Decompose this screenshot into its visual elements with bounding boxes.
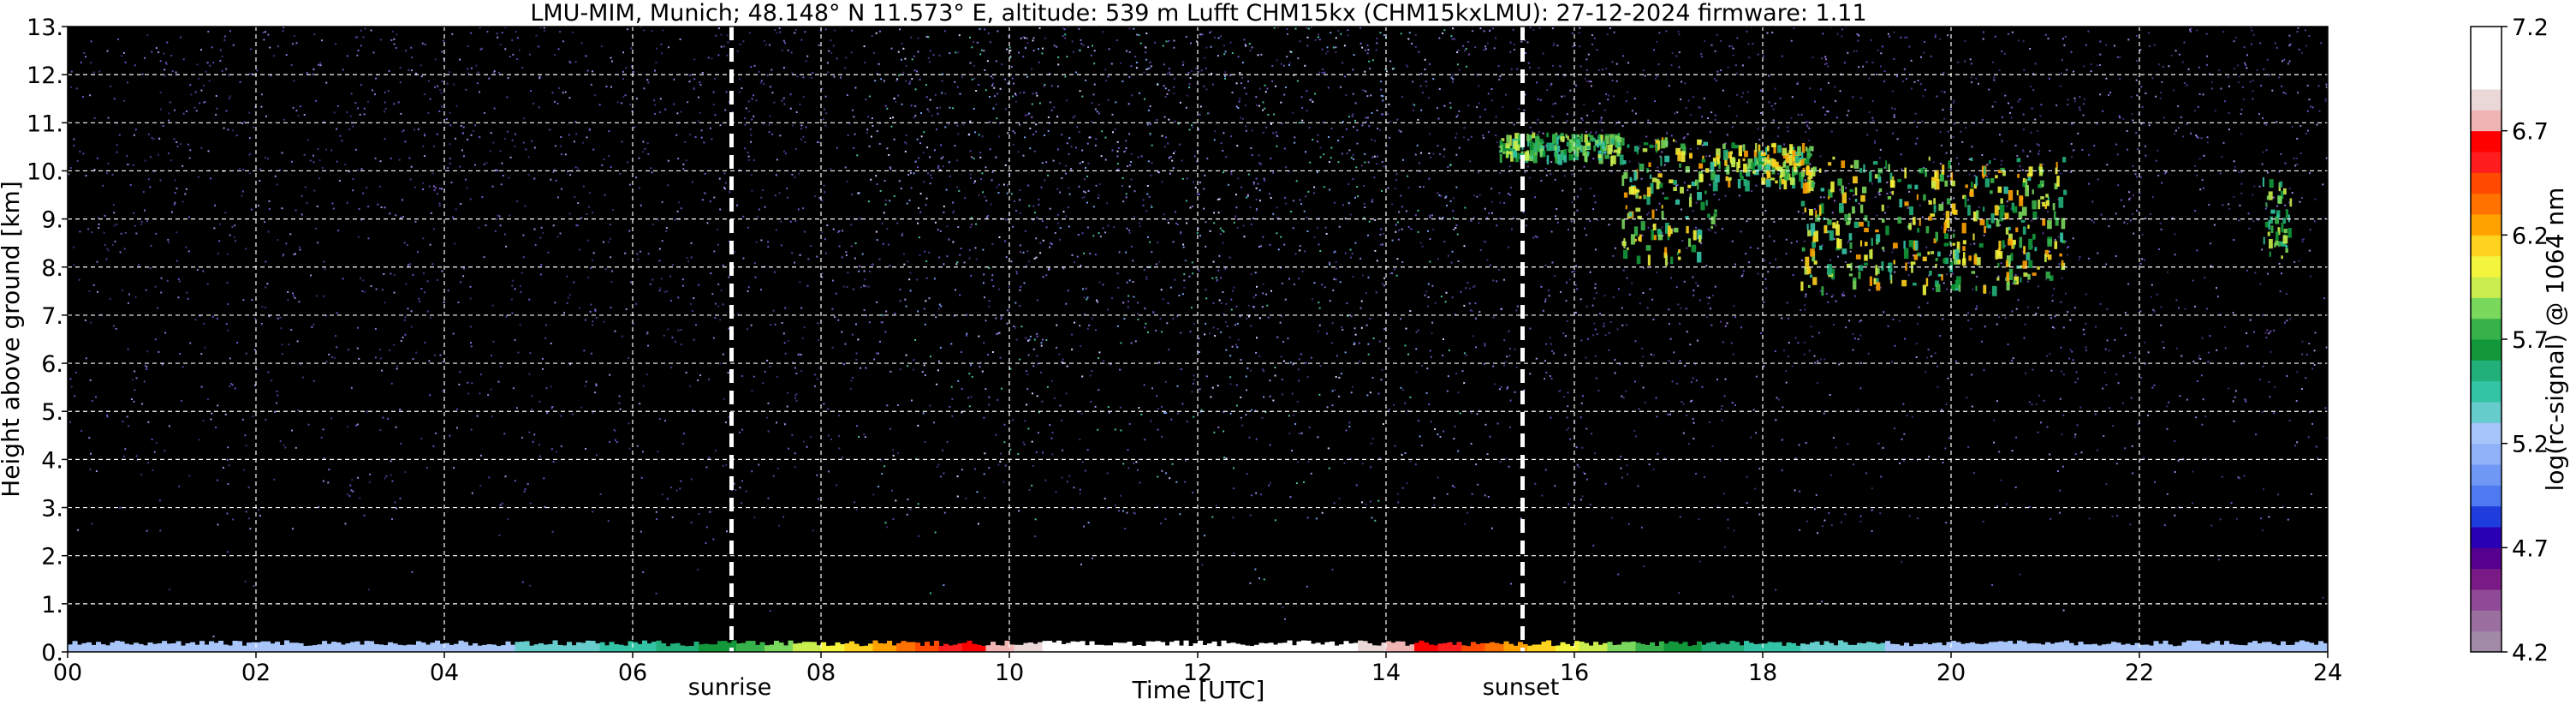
x-axis-label: Time [UTC] bbox=[1132, 676, 1265, 704]
y-axis-ticks: 0. 1. 2. 3. 4. 5. 6. 7. 8. 9. 10. 11. 12. 13. bbox=[27, 15, 68, 666]
y-tick-label: 13. bbox=[27, 15, 63, 41]
y-tick-label: 10. bbox=[27, 158, 63, 185]
colorbar-segment bbox=[2471, 89, 2502, 111]
x-tick-label: 24 bbox=[2313, 660, 2342, 686]
colorbar-segment bbox=[2471, 631, 2502, 653]
y-tick-label: 12. bbox=[27, 63, 63, 89]
x-tick-label: 04 bbox=[430, 660, 459, 686]
colorbar-segment bbox=[2471, 256, 2502, 278]
colorbar-segment bbox=[2471, 297, 2502, 319]
y-tick-label: 5. bbox=[41, 399, 63, 426]
colorbar-segment bbox=[2471, 589, 2502, 611]
x-tick-label: 20 bbox=[1936, 660, 1966, 686]
colorbar-segment bbox=[2471, 172, 2502, 194]
colorbar-tick-label: 4.2 bbox=[2512, 640, 2549, 666]
x-tick-label: 18 bbox=[1748, 660, 1777, 686]
colorbar-segment bbox=[2471, 27, 2502, 48]
colorbar-tick-label: 4.7 bbox=[2512, 535, 2549, 562]
chart-title: LMU-MIM, Munich; 48.148° N 11.573° E, al… bbox=[530, 0, 1866, 27]
sunset-label: sunset bbox=[1483, 674, 1560, 701]
y-tick-label: 1. bbox=[41, 592, 63, 618]
colorbar-segment bbox=[2471, 381, 2502, 403]
colorbar-segment bbox=[2471, 319, 2502, 340]
y-tick-label: 7. bbox=[41, 303, 63, 330]
x-tick-label: 10 bbox=[995, 660, 1024, 686]
x-tick-label: 16 bbox=[1560, 660, 1589, 686]
y-tick-label: 9. bbox=[41, 207, 63, 234]
colorbar-tick-label: 6.7 bbox=[2512, 119, 2549, 146]
colorbar-segment bbox=[2471, 422, 2502, 444]
colorbar-segment bbox=[2471, 277, 2502, 298]
y-tick-label: 2. bbox=[41, 544, 63, 571]
colorbar-segment bbox=[2471, 464, 2502, 486]
x-tick-label: 22 bbox=[2125, 660, 2154, 686]
colorbar-segment bbox=[2471, 547, 2502, 569]
colorbar-segment bbox=[2471, 194, 2502, 215]
colorbar-segment bbox=[2471, 214, 2502, 236]
colorbar bbox=[2471, 27, 2502, 653]
colorbar-segment bbox=[2471, 506, 2502, 528]
colorbar-tick-label: 7.2 bbox=[2512, 15, 2549, 41]
y-tick-label: 11. bbox=[27, 111, 63, 137]
colorbar-segment bbox=[2471, 610, 2502, 631]
y-axis-label: Height above ground [km] bbox=[0, 181, 25, 498]
x-tick-label: 08 bbox=[806, 660, 836, 686]
colorbar-segment bbox=[2471, 69, 2502, 90]
colorbar-segment bbox=[2471, 152, 2502, 173]
y-tick-label: 0. bbox=[41, 640, 63, 666]
colorbar-segment bbox=[2471, 402, 2502, 423]
colorbar-segment bbox=[2471, 235, 2502, 256]
colorbar-segment bbox=[2471, 569, 2502, 590]
y-tick-label: 3. bbox=[41, 496, 63, 523]
colorbar-segment bbox=[2471, 110, 2502, 131]
x-tick-label: 02 bbox=[241, 660, 271, 686]
colorbar-segment bbox=[2471, 339, 2502, 361]
x-tick-label: 06 bbox=[618, 660, 647, 686]
y-tick-label: 6. bbox=[41, 351, 63, 378]
colorbar-segment bbox=[2471, 527, 2502, 548]
colorbar-label: log(rc-signal) @ 1064 nm bbox=[2541, 188, 2569, 492]
y-tick-label: 4. bbox=[41, 447, 63, 474]
sunrise-label: sunrise bbox=[688, 674, 772, 701]
x-tick-label: 14 bbox=[1371, 660, 1401, 686]
colorbar-segment bbox=[2471, 360, 2502, 381]
y-tick-label: 8. bbox=[41, 255, 63, 282]
colorbar-segment bbox=[2471, 485, 2502, 506]
colorbar-segment bbox=[2471, 47, 2502, 69]
colorbar-segment bbox=[2471, 444, 2502, 465]
colorbar-segment bbox=[2471, 131, 2502, 152]
